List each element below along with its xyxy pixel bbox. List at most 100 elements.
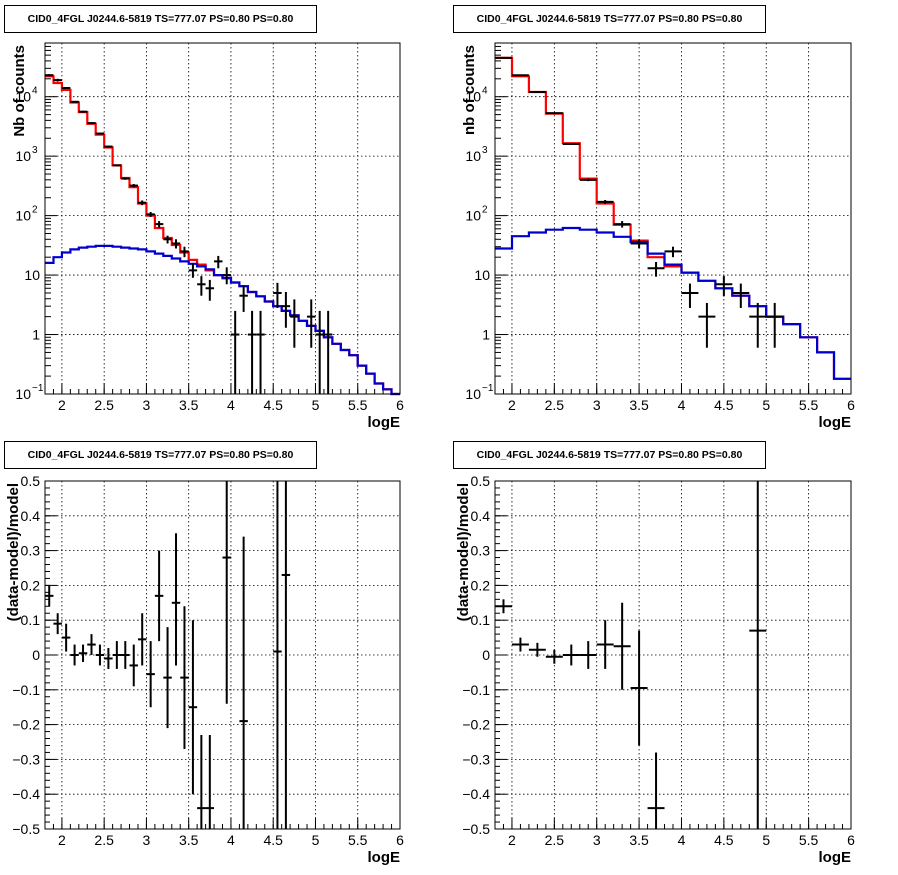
x-tick-label: 3.5: [629, 397, 649, 413]
x-tick-label: 2: [58, 832, 66, 848]
x-tick-label: 4: [678, 397, 686, 413]
data-point: [188, 263, 198, 278]
plot-frame: [494, 480, 852, 830]
y-tick-label: 0.2: [21, 577, 41, 593]
plot-panel-4: 2 2.5 3 3.5 4 4.5 5 5.5 6 −0.5 −0.4 −0.3 −0.2 −0.1 0 0.…: [455, 473, 855, 866]
data-point: [95, 644, 105, 666]
x-tick-label: 2.5: [545, 397, 565, 413]
data-point: [87, 634, 96, 655]
x-tick-label: 6: [396, 397, 404, 413]
total-model-line: [45, 75, 400, 396]
x-tick-label: 3: [143, 397, 151, 413]
data-point: [732, 283, 750, 308]
background-model-line: [45, 244, 400, 396]
y-tick-label: 0.4: [471, 508, 491, 524]
data-point: [171, 239, 181, 249]
data-point: [698, 302, 716, 348]
plot-frame: [494, 42, 852, 395]
x-tick-label: 4: [227, 832, 235, 848]
data-point: [749, 481, 767, 829]
data-point: [104, 648, 113, 669]
y-tick-label: −0.5: [462, 821, 490, 837]
x-tick-label: 4.5: [263, 397, 283, 413]
data-point: [45, 585, 54, 607]
x-tick-label: 3.5: [629, 832, 649, 848]
plot-title-3: CID0_4FGL J0244.6-5819 TS=777.07 PS=0.80…: [4, 441, 317, 469]
data-point: [121, 177, 130, 180]
data-point: [495, 599, 512, 614]
y-tick-label: −0.2: [12, 717, 40, 733]
x-tick-label: 6: [847, 832, 855, 848]
data-point: [579, 178, 597, 182]
y-tick-label: −0.2: [462, 717, 490, 733]
y-tick-exponent: 3: [482, 145, 488, 156]
data-point: [230, 310, 240, 394]
data-point: [495, 56, 512, 59]
y-tick-label: 10: [465, 208, 481, 224]
y-axis-label: (data-model)/model: [5, 483, 22, 621]
data-point: [766, 302, 784, 348]
y-tick-label: 0.3: [471, 543, 491, 559]
data-point: [630, 239, 648, 249]
data-point: [281, 291, 291, 328]
y-tick-exponent: 2: [32, 205, 38, 216]
x-axis-label: logE: [819, 849, 852, 866]
y-tick-label: 1: [32, 327, 40, 343]
data-point: [129, 644, 138, 687]
data-point: [61, 623, 71, 652]
x-tick-label: 3: [593, 397, 601, 413]
data-point: [78, 110, 88, 113]
data-point: [579, 641, 597, 669]
data-point: [239, 536, 248, 829]
data-point: [681, 283, 699, 308]
data-point: [146, 212, 155, 217]
data-point: [528, 642, 546, 657]
y-tick-label: −0.5: [12, 821, 40, 837]
data-point: [545, 112, 563, 115]
background-model-line: [495, 226, 851, 380]
data-point: [205, 735, 215, 829]
data-point: [647, 752, 665, 829]
data-point: [180, 606, 189, 749]
y-tick-label: −0.1: [462, 682, 490, 698]
data-point: [53, 78, 62, 82]
x-tick-label: 5.5: [348, 832, 368, 848]
y-tick-label: 0: [482, 647, 490, 663]
data-point: [45, 74, 54, 77]
y-tick-exponent: 4: [482, 86, 488, 97]
data-point: [273, 481, 282, 829]
y-tick-exponent: 4: [32, 86, 38, 97]
data-point: [647, 261, 665, 277]
x-tick-label: 5: [312, 397, 320, 413]
x-tick-label: 4.5: [714, 397, 734, 413]
plot-frame: [44, 480, 401, 830]
x-tick-label: 3: [143, 832, 151, 848]
x-tick-label: 2.5: [94, 832, 114, 848]
y-tick-label: 10: [15, 89, 31, 105]
x-tick-label: 5: [312, 832, 320, 848]
y-tick-label: 10: [15, 208, 31, 224]
data-point: [104, 145, 113, 148]
x-tick-label: 6: [847, 397, 855, 413]
data-point: [154, 550, 164, 642]
plot-panel-3: 2 2.5 3 3.5 4 4.5 5 5.5 6 −0.5 −0.4 −0.3 −0.2 −0.1 0 0.…: [5, 473, 404, 866]
data-point: [596, 620, 614, 669]
data-point: [70, 644, 79, 666]
data-point: [95, 132, 105, 135]
x-tick-label: 5: [762, 397, 770, 413]
x-axis-label: logE: [819, 414, 852, 431]
y-tick-exponent: 2: [482, 205, 488, 216]
y-tick-label: 0.3: [21, 543, 41, 559]
x-tick-label: 3: [593, 832, 601, 848]
x-tick-label: 4: [678, 832, 686, 848]
data-point: [715, 276, 733, 297]
data-point: [511, 74, 529, 77]
x-tick-label: 4.5: [263, 832, 283, 848]
y-axis-label: (data-model)/model: [455, 483, 472, 621]
data-point: [247, 310, 257, 394]
data-point: [121, 641, 130, 669]
data-point: [256, 310, 265, 394]
x-tick-label: 2.5: [94, 397, 114, 413]
